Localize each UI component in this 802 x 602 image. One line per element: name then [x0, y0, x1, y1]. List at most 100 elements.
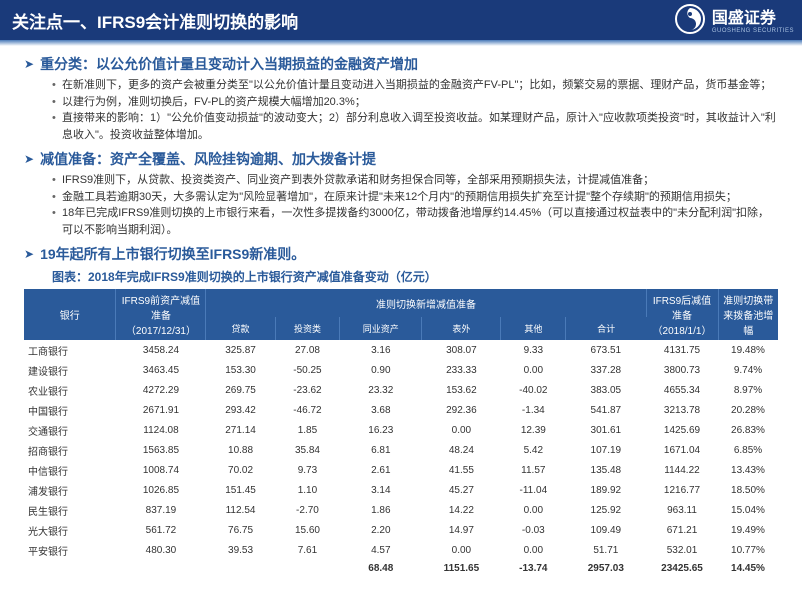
section-2-title: 减值准备：资产全覆盖、风险挂钩逾期、加大拨备计提	[40, 149, 376, 169]
cell-sum: 189.92	[566, 480, 646, 500]
arrow-icon: ➤	[24, 57, 34, 71]
section-3-title: 19年起所有上市银行切换至IFRS9新准则。	[40, 244, 305, 264]
cell-inter: 0.90	[340, 360, 422, 380]
cell-inter: 23.32	[340, 380, 422, 400]
cell-off: 14.97	[422, 520, 501, 540]
col-after: IFRS9后减值准备（2018/1/1）	[646, 289, 718, 340]
cell-loan: 151.45	[206, 480, 275, 500]
cell-inv: 35.84	[275, 440, 340, 460]
table-row: 平安银行480.3039.537.614.570.000.0051.71532.…	[24, 540, 778, 560]
cell-inv: -46.72	[275, 400, 340, 420]
total-inc: 14.45%	[718, 560, 778, 576]
cell-bank: 民生银行	[24, 500, 116, 520]
cell-inter: 4.57	[340, 540, 422, 560]
cell-off: 14.22	[422, 500, 501, 520]
cell-bank: 交通银行	[24, 420, 116, 440]
cell-loan: 70.02	[206, 460, 275, 480]
cell-inv: 9.73	[275, 460, 340, 480]
cell-inv: -2.70	[275, 500, 340, 520]
cell-other: 5.42	[501, 440, 566, 460]
cell-after: 532.01	[646, 540, 718, 560]
cell-before: 1026.85	[116, 480, 206, 500]
cell-inc: 20.28%	[718, 400, 778, 420]
table-row: 浦发银行1026.85151.451.103.1445.27-11.04189.…	[24, 480, 778, 500]
cell-inter: 1.86	[340, 500, 422, 520]
sub-inv: 投资类	[275, 317, 340, 340]
sub-inter: 同业资产	[340, 317, 422, 340]
cell-inc: 10.77%	[718, 540, 778, 560]
cell-other: 9.33	[501, 340, 566, 360]
cell-sum: 109.49	[566, 520, 646, 540]
cell-sum: 383.05	[566, 380, 646, 400]
cell-other: 0.00	[501, 500, 566, 520]
cell-loan: 39.53	[206, 540, 275, 560]
cell-off: 292.36	[422, 400, 501, 420]
cell-off: 233.33	[422, 360, 501, 380]
cell-off: 41.55	[422, 460, 501, 480]
page-header: 关注点一、IFRS9会计准则切换的影响 国盛证券 GUOSHENG SECURI…	[0, 0, 802, 40]
total-bank	[24, 560, 116, 576]
cell-before: 3463.45	[116, 360, 206, 380]
brand-block: 国盛证券 GUOSHENG SECURITIES	[674, 3, 794, 35]
cell-after: 3800.73	[646, 360, 718, 380]
cell-other: 11.57	[501, 460, 566, 480]
cell-before: 3458.24	[116, 340, 206, 360]
cell-after: 4655.34	[646, 380, 718, 400]
cell-other: 0.00	[501, 360, 566, 380]
cell-inc: 19.48%	[718, 340, 778, 360]
cell-after: 671.21	[646, 520, 718, 540]
section-2-head: ➤ 减值准备：资产全覆盖、风险挂钩逾期、加大拨备计提	[24, 149, 778, 169]
cell-inc: 9.74%	[718, 360, 778, 380]
table-row: 中国银行2671.91293.42-46.723.68292.36-1.3454…	[24, 400, 778, 420]
company-logo-icon	[674, 3, 706, 35]
sub-off: 表外	[422, 317, 501, 340]
col-additions: 准则切换新增减值准备	[206, 289, 646, 317]
cell-sum: 125.92	[566, 500, 646, 520]
table-body: 工商银行3458.24325.8727.083.16308.079.33673.…	[24, 340, 778, 576]
cell-inc: 19.49%	[718, 520, 778, 540]
table-caption: 图表：2018年完成IFRS9准则切换的上市银行资产减值准备变动（亿元）	[52, 268, 778, 285]
cell-loan: 112.54	[206, 500, 275, 520]
cell-loan: 269.75	[206, 380, 275, 400]
bullet-item: 18年已完成IFRS9准则切换的上市银行来看，一次性多提拨备约3000亿，带动拨…	[52, 205, 778, 238]
cell-other: -1.34	[501, 400, 566, 420]
cell-loan: 325.87	[206, 340, 275, 360]
bullet-item: 金融工具若逾期30天，大多需认定为"风险显著增加"，在原来计提"未来12个月内"…	[52, 189, 778, 206]
cell-inv: -50.25	[275, 360, 340, 380]
col-increase: 准则切换带来拨备池增幅	[718, 289, 778, 340]
cell-off: 45.27	[422, 480, 501, 500]
cell-bank: 平安银行	[24, 540, 116, 560]
cell-before: 2671.91	[116, 400, 206, 420]
cell-off: 153.62	[422, 380, 501, 400]
cell-loan: 153.30	[206, 360, 275, 380]
cell-off: 308.07	[422, 340, 501, 360]
cell-sum: 337.28	[566, 360, 646, 380]
content-area: ➤ 重分类：以公允价值计量且变动计入当期损益的金融资产增加 在新准则下，更多的资…	[0, 46, 802, 576]
table-row: 建设银行3463.45153.30-50.250.90233.330.00337…	[24, 360, 778, 380]
cell-inc: 13.43%	[718, 460, 778, 480]
cell-sum: 301.61	[566, 420, 646, 440]
cell-after: 3213.78	[646, 400, 718, 420]
cell-bank: 浦发银行	[24, 480, 116, 500]
cell-before: 4272.29	[116, 380, 206, 400]
cell-sum: 541.87	[566, 400, 646, 420]
table-row: 光大银行561.7276.7515.602.2014.97-0.03109.49…	[24, 520, 778, 540]
cell-inc: 6.85%	[718, 440, 778, 460]
table-row: 招商银行1563.8510.8835.846.8148.245.42107.19…	[24, 440, 778, 460]
cell-other: -11.04	[501, 480, 566, 500]
company-name: 国盛证券	[712, 4, 794, 28]
section-1-bullets: 在新准则下，更多的资产会被重分类至"以公允价值计量且变动进入当期损益的金融资产F…	[52, 77, 778, 143]
cell-inter: 3.16	[340, 340, 422, 360]
cell-after: 1671.04	[646, 440, 718, 460]
cell-inter: 3.14	[340, 480, 422, 500]
arrow-icon: ➤	[24, 247, 34, 261]
total-sum: 2957.03	[566, 560, 646, 576]
sub-sum: 合计	[566, 317, 646, 340]
cell-before: 837.19	[116, 500, 206, 520]
cell-inter: 6.81	[340, 440, 422, 460]
table-row: 工商银行3458.24325.8727.083.16308.079.33673.…	[24, 340, 778, 360]
section-1-head: ➤ 重分类：以公允价值计量且变动计入当期损益的金融资产增加	[24, 54, 778, 74]
cell-other: -0.03	[501, 520, 566, 540]
cell-sum: 135.48	[566, 460, 646, 480]
cell-inc: 8.97%	[718, 380, 778, 400]
